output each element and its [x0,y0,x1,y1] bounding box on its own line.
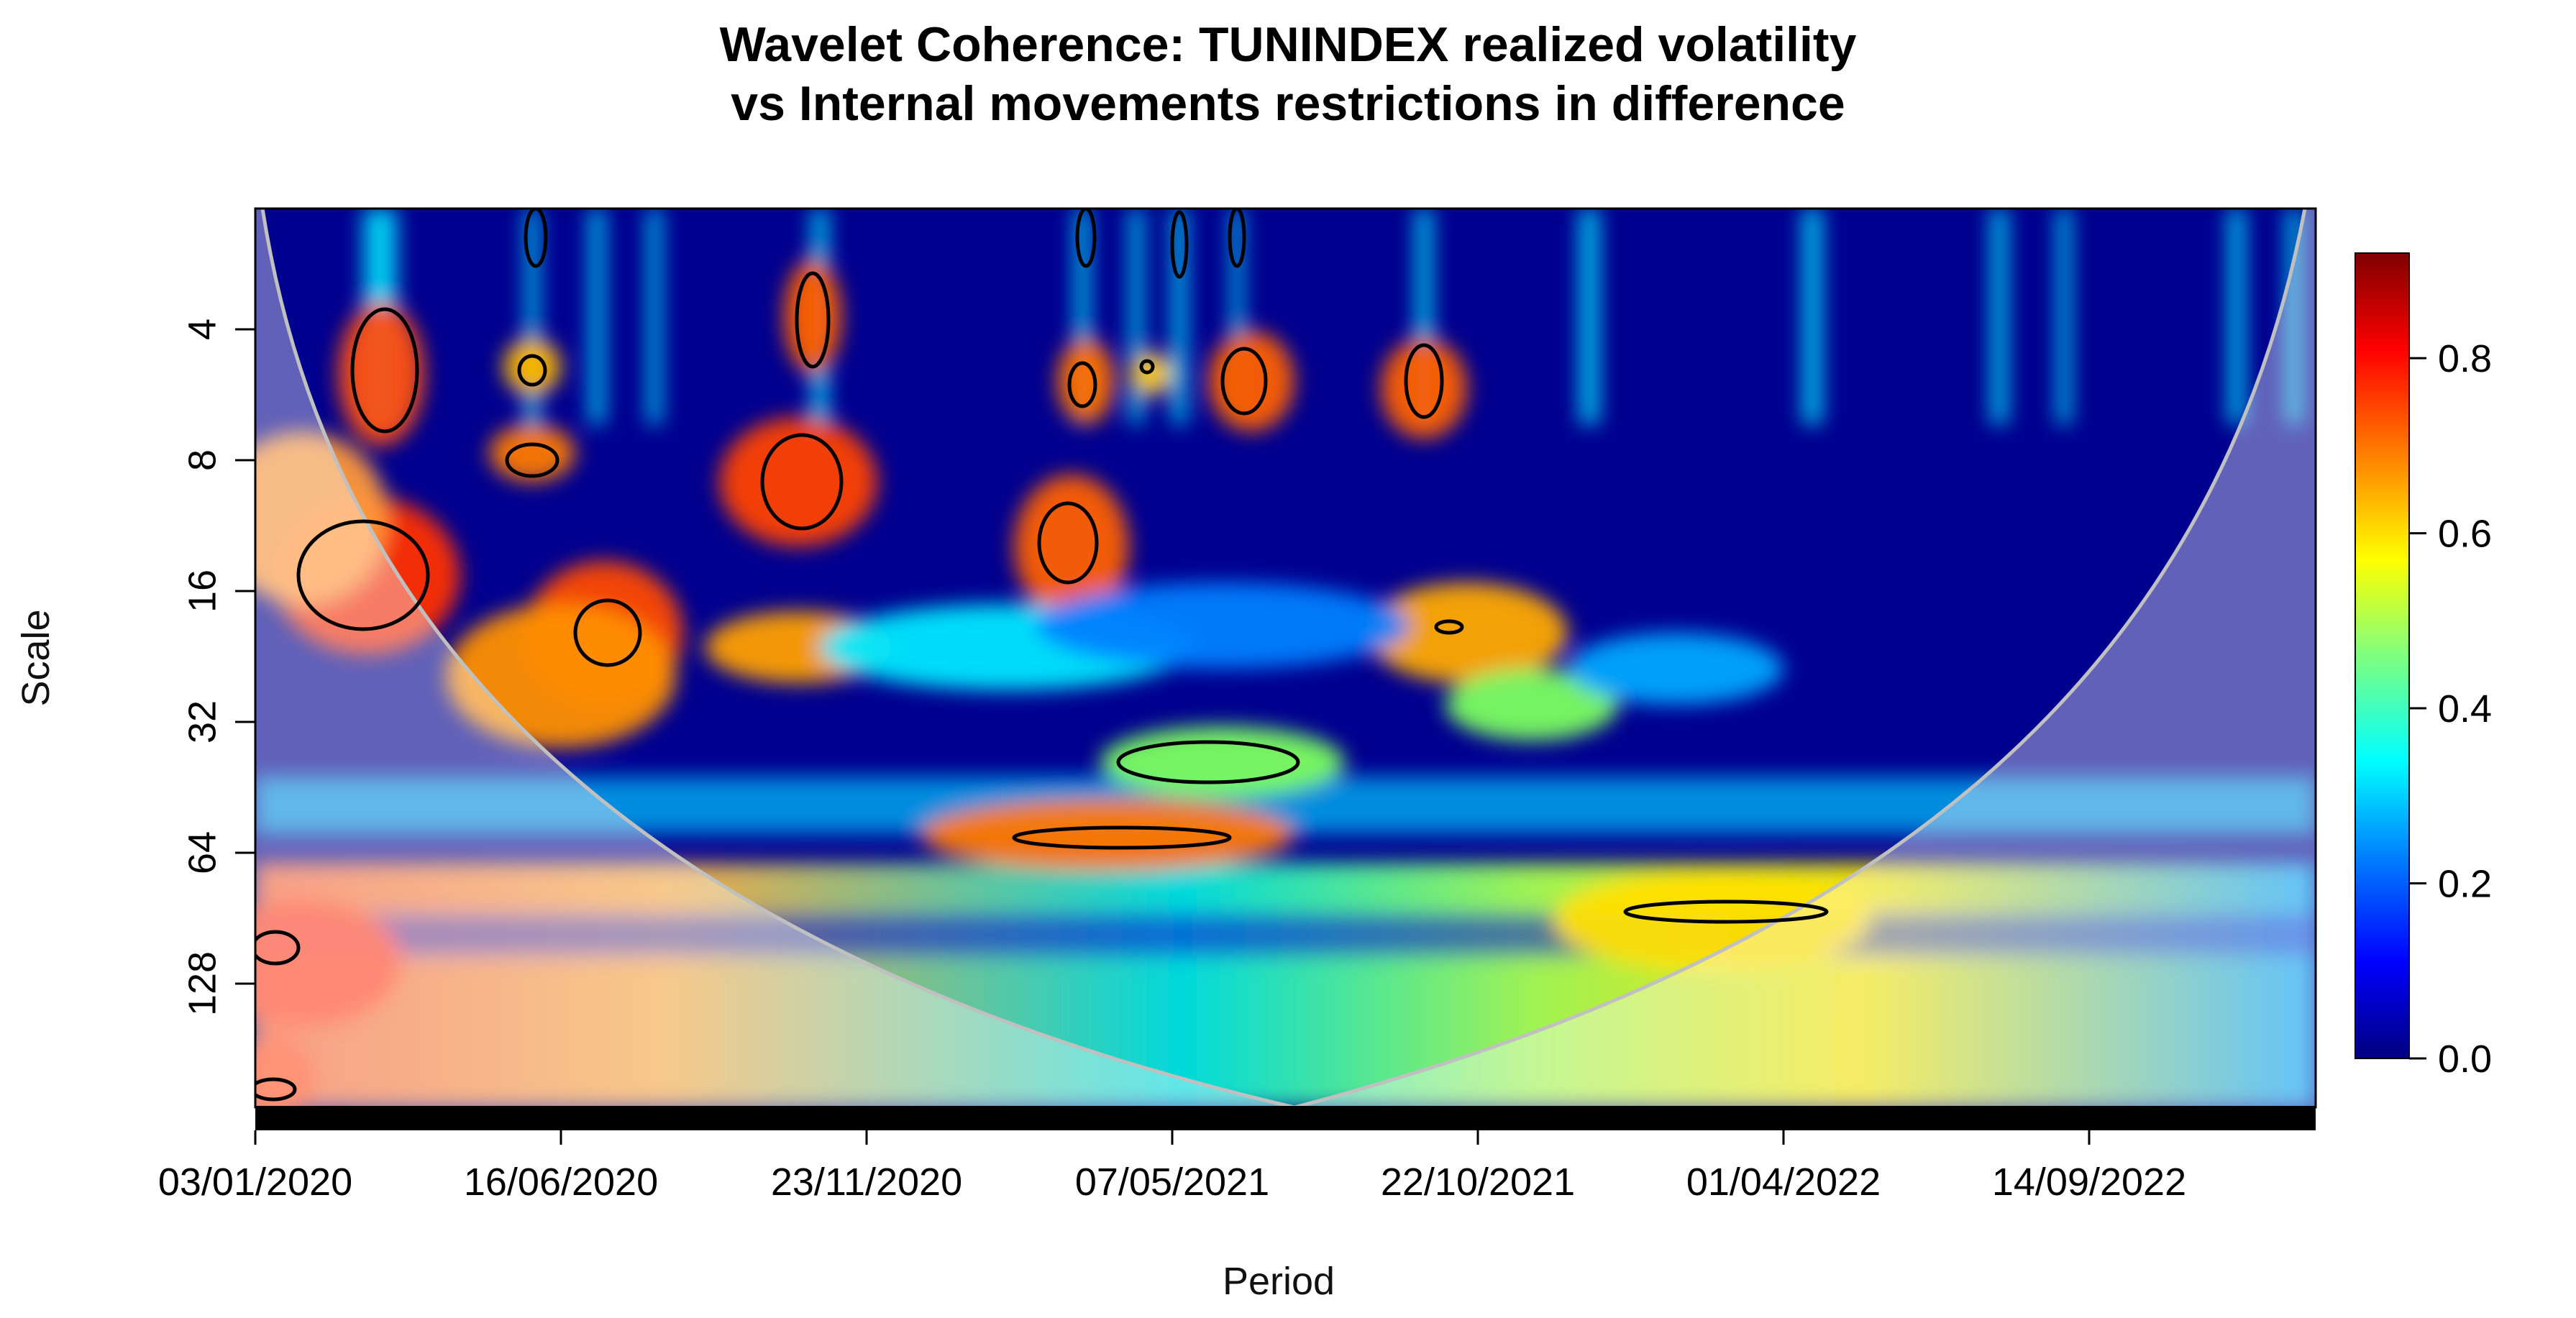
colorbar-tick-label: 0.6 [2438,513,2492,556]
significance-contour [1228,209,1246,268]
significance-contour [795,271,831,369]
significance-contour [255,930,301,966]
colorbar-tick-label: 0.2 [2438,863,2492,906]
plot-bottom-band [255,1106,2316,1130]
x-tick-label: 23/11/2020 [771,1161,962,1204]
significance-contour [517,354,547,387]
significance-contour [1434,619,1464,635]
x-tick-label: 07/05/2021 [1075,1161,1269,1204]
significance-contour [350,307,419,434]
y-axis: 4 8 16 32 64 128 [181,319,257,1016]
significance-contour [1012,825,1232,850]
x-tick-label: 16/06/2020 [464,1161,658,1204]
significance-contour [505,442,559,478]
significance-contour [524,209,548,268]
significance-contour [1037,501,1099,585]
significance-contour [1623,900,1829,924]
x-tick-label: 01/04/2022 [1686,1161,1881,1204]
y-tick-label: 16 [181,569,224,613]
significance-contour [1067,361,1097,408]
chart-title: Wavelet Coherence: TUNINDEX realized vol… [719,17,1857,72]
significance-contours [255,209,1829,1102]
significance-contour [1220,347,1268,416]
significance-contour [1116,740,1300,784]
x-tick-label: 22/10/2021 [1381,1161,1575,1204]
significance-contour [1075,209,1097,268]
y-tick-label: 32 [181,700,224,743]
colorbar-tick-label: 0.8 [2438,337,2492,380]
colorbar [2355,252,2410,1059]
colorbar-axis: 0.0 0.2 0.4 0.6 0.8 [2409,337,2492,1081]
x-tick-label: 14/09/2022 [1992,1161,2186,1204]
chart-subtitle: vs Internal movements restrictions in di… [731,76,1845,131]
significance-contour [1170,210,1189,279]
x-axis-label: Period [1223,1260,1335,1303]
significance-contour [760,433,844,531]
colorbar-tick-label: 0.4 [2438,687,2492,731]
x-axis: 03/01/2020 16/06/2020 23/11/2020 07/05/2021… [158,1130,2186,1204]
y-tick-label: 8 [181,449,224,471]
x-tick-label: 03/01/2020 [158,1161,352,1204]
y-tick-label: 4 [181,319,224,340]
y-tick-label: 64 [181,831,224,874]
y-tick-label: 128 [181,951,224,1016]
significance-contour [573,598,642,667]
colorbar-tick-label: 0.0 [2438,1038,2492,1081]
significance-contour [1139,359,1155,375]
y-axis-label: Scale [14,609,58,706]
significance-contour [1404,343,1444,419]
significance-contour [296,519,430,631]
significance-contour [255,1077,297,1102]
